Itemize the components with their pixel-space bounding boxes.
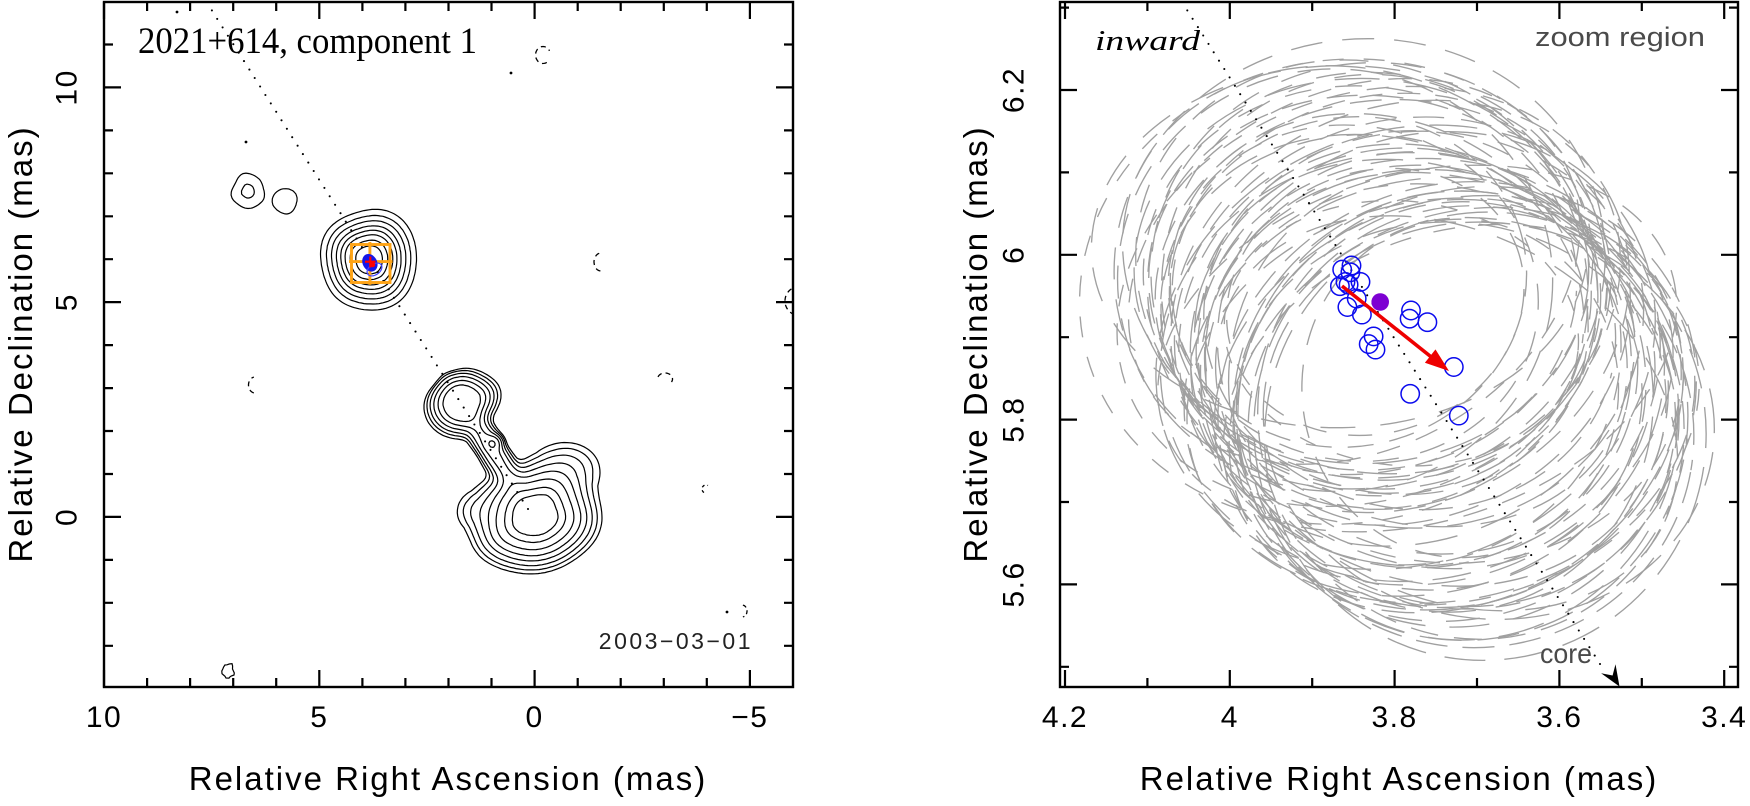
svg-text:3.6: 3.6 bbox=[1536, 701, 1582, 734]
svg-text:Relative Right Ascension (mas): Relative Right Ascension (mas) bbox=[189, 760, 708, 797]
svg-text:4.2: 4.2 bbox=[1042, 701, 1088, 734]
svg-text:5.6: 5.6 bbox=[998, 561, 1031, 607]
svg-text:inward: inward bbox=[1095, 25, 1201, 57]
svg-text:3.4: 3.4 bbox=[1701, 701, 1747, 734]
svg-text:6: 6 bbox=[998, 246, 1031, 264]
svg-text:0: 0 bbox=[526, 701, 544, 734]
svg-text:Relative Declination (mas): Relative Declination (mas) bbox=[2, 125, 39, 562]
svg-text:−5: −5 bbox=[731, 701, 768, 734]
svg-text:5: 5 bbox=[51, 293, 84, 311]
svg-text:Relative Right Ascension (mas): Relative Right Ascension (mas) bbox=[1140, 760, 1659, 797]
svg-text:Relative Declination (mas): Relative Declination (mas) bbox=[957, 125, 994, 562]
svg-text:core: core bbox=[1540, 638, 1592, 669]
svg-text:5: 5 bbox=[310, 701, 328, 734]
svg-text:3.8: 3.8 bbox=[1371, 701, 1417, 734]
svg-text:zoom region: zoom region bbox=[1535, 22, 1705, 52]
svg-text:6.2: 6.2 bbox=[998, 67, 1031, 113]
svg-text:5.8: 5.8 bbox=[998, 396, 1031, 442]
svg-text:4: 4 bbox=[1221, 701, 1239, 734]
svg-text:2003−03−01: 2003−03−01 bbox=[599, 628, 753, 654]
svg-text:0: 0 bbox=[51, 508, 84, 526]
svg-text:2021+614, component 1: 2021+614, component 1 bbox=[138, 21, 477, 62]
svg-text:10: 10 bbox=[86, 701, 122, 734]
svg-text:10: 10 bbox=[51, 69, 84, 105]
